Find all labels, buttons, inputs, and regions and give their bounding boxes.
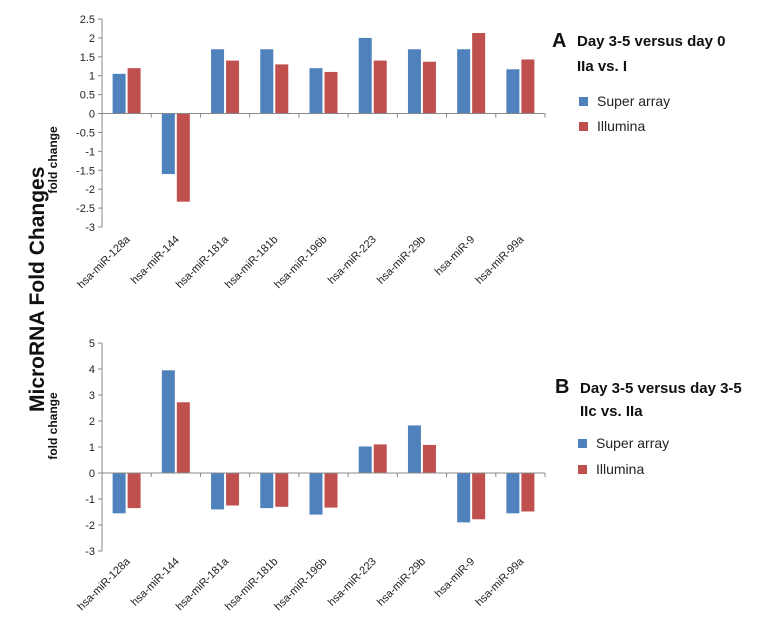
panel-a-bars xyxy=(112,32,535,202)
panel-a-y-tick-label: 2 xyxy=(89,33,95,45)
panel-a-y-tick-label: 2.5 xyxy=(80,14,95,26)
panel-a-bar-illumina-hsa-mir-196b xyxy=(324,71,338,114)
panel-b-y-tick-label: 0 xyxy=(89,468,95,480)
panel-b-legend-label-illumina: Illumina xyxy=(596,461,644,477)
panel-b-title-line2: IIc vs. IIa xyxy=(580,403,643,420)
panel-a-x-category-label: hsa-miR-128a xyxy=(75,233,133,291)
panel-b-x-category-label: hsa-miR-196b xyxy=(272,556,329,613)
panel-b-legend: Super array Illumina xyxy=(578,435,669,477)
panel-a-y-tick-label: -1.5 xyxy=(76,165,95,177)
panel-a-bar-super-array-hsa-mir-223 xyxy=(358,37,372,114)
panel-b-y-tick-label: 1 xyxy=(89,442,95,454)
panel-b-bar-super-array-hsa-mir-99a xyxy=(506,473,520,514)
panel-a-y-tick-label: 1.5 xyxy=(80,52,95,64)
panel-b-y-tick-label: 5 xyxy=(89,338,95,350)
panel-b-bar-illumina-hsa-mir-196b xyxy=(324,473,338,508)
panel-b-title-line1: Day 3-5 versus day 3-5 xyxy=(580,380,742,397)
panel-a-y-tick-label: -1 xyxy=(85,146,95,158)
panel-b-letter: B xyxy=(555,376,569,398)
panel-b-y-axis: 5 4 3 2 1 0 -1 -2 -3 xyxy=(85,338,103,558)
panel-a-x-category-label: hsa-miR-9 xyxy=(433,234,477,278)
panel-a-x-category-label: hsa-miR-223 xyxy=(326,234,379,287)
panel-a-y-tick-label: 1 xyxy=(89,71,95,83)
panel-b-bar-illumina-hsa-mir-181a xyxy=(226,473,240,506)
panel-a-bar-illumina-hsa-mir-223 xyxy=(373,60,387,114)
panel-a-bar-illumina-hsa-mir-9 xyxy=(472,32,486,114)
panel-b-y-tick-label: -2 xyxy=(85,520,95,532)
panel-b-x-category-label: hsa-miR-128a xyxy=(75,555,133,613)
panel-b-bar-super-array-hsa-mir-144 xyxy=(161,370,175,473)
panel-b-bars xyxy=(112,370,535,523)
panel-a-legend: Super array Illumina xyxy=(579,93,670,134)
panel-a-title-line2: IIa vs. I xyxy=(577,58,627,75)
panel-b-bar-super-array-hsa-mir-181a xyxy=(211,473,225,510)
panel-a-bar-super-array-hsa-mir-9 xyxy=(457,49,471,114)
panel-b-x-category-label: hsa-miR-144 xyxy=(129,556,182,609)
panel-b-x-category-label: hsa-miR-29b xyxy=(375,556,428,609)
panel-b-y-tick-label: 3 xyxy=(89,390,95,402)
panel-b-bar-illumina-hsa-mir-181b xyxy=(275,473,289,507)
panel-a-legend-label-super-array: Super array xyxy=(597,93,670,109)
figure-side-title: MicroRNA Fold Changes xyxy=(26,167,49,412)
panel-a-bar-illumina-hsa-mir-181b xyxy=(275,64,289,114)
panel-a-bar-illumina-hsa-mir-181a xyxy=(226,60,240,114)
panel-b-legend-label-super-array: Super array xyxy=(596,435,669,451)
panel-a-y-tick-label: -0.5 xyxy=(76,127,95,139)
panel-a-bar-illumina-hsa-mir-99a xyxy=(521,59,535,114)
panel-a-x-category-label: hsa-miR-29b xyxy=(375,234,428,287)
panel-b-y-tick-label: -3 xyxy=(85,546,95,558)
panel-a-chart: 2.5 2 1.5 1 0.5 0 -0.5 -1 -1.5 -2 -2.5 -3 hsa-miR-1… xyxy=(46,14,725,291)
panel-a-y-tick-label: 0.5 xyxy=(80,90,95,102)
panel-a-x-axis: hsa-miR-128ahsa-miR-144hsa-miR-181ahsa-m… xyxy=(75,113,546,291)
panel-b-bar-super-array-hsa-mir-196b xyxy=(309,473,323,515)
panel-b-bar-super-array-hsa-mir-223 xyxy=(358,446,372,473)
panel-b-bar-illumina-hsa-mir-9 xyxy=(472,473,486,520)
panel-a-bar-super-array-hsa-mir-181a xyxy=(211,49,225,114)
panel-a-y-tick-label: -3 xyxy=(85,222,95,234)
panel-b-x-category-label: hsa-miR-99a xyxy=(473,555,527,609)
panel-a-y-tick-label: 0 xyxy=(89,109,95,121)
panel-a-y-axis: 2.5 2 1.5 1 0.5 0 -0.5 -1 -1.5 -2 -2.5 -3 xyxy=(76,14,103,234)
panel-b-bar-illumina-hsa-mir-223 xyxy=(373,444,387,473)
panel-a-legend-swatch-illumina xyxy=(579,122,588,131)
panel-a-y-label: fold change xyxy=(46,126,60,194)
panel-b-bar-illumina-hsa-mir-144 xyxy=(176,402,190,473)
panel-b-bar-illumina-hsa-mir-99a xyxy=(521,473,535,512)
panel-b-x-category-label: hsa-miR-223 xyxy=(326,556,379,609)
panel-a-bar-super-array-hsa-mir-29b xyxy=(407,49,421,114)
panel-a-letter: A xyxy=(552,30,566,52)
panel-b-y-tick-label: 2 xyxy=(89,416,95,428)
panel-a-x-category-label: hsa-miR-196b xyxy=(272,234,329,291)
panel-b-x-category-label: hsa-miR-9 xyxy=(433,556,477,600)
panel-a-bar-super-array-hsa-mir-196b xyxy=(309,68,323,114)
panel-a-bar-illumina-hsa-mir-144 xyxy=(176,113,190,202)
panel-a-y-tick-label: -2 xyxy=(85,184,95,196)
panel-b-legend-swatch-super-array xyxy=(578,439,587,448)
panel-a-title-line1: Day 3-5 versus day 0 xyxy=(577,33,725,50)
panel-a-bar-super-array-hsa-mir-128a xyxy=(112,73,126,114)
panel-b-y-tick-label: -1 xyxy=(85,494,95,506)
panel-b-y-tick-label: 4 xyxy=(89,364,95,376)
panel-a-legend-label-illumina: Illumina xyxy=(597,118,645,134)
panel-a-bar-super-array-hsa-mir-99a xyxy=(506,69,520,114)
panel-b-bar-illumina-hsa-mir-128a xyxy=(127,473,141,509)
panel-a-x-category-label: hsa-miR-99a xyxy=(473,233,527,287)
panel-b-bar-super-array-hsa-mir-9 xyxy=(457,473,471,523)
panel-b-bar-super-array-hsa-mir-128a xyxy=(112,473,126,514)
panel-a-legend-swatch-super-array xyxy=(579,97,588,106)
panel-a-bar-illumina-hsa-mir-29b xyxy=(422,61,436,114)
panel-b-legend-swatch-illumina xyxy=(578,465,587,474)
panel-b-y-label: fold change xyxy=(46,392,60,460)
panel-a-x-category-label: hsa-miR-144 xyxy=(129,234,182,287)
panel-b-bar-illumina-hsa-mir-29b xyxy=(422,444,436,473)
panel-b-bar-super-array-hsa-mir-29b xyxy=(407,425,421,473)
panel-b-bar-super-array-hsa-mir-181b xyxy=(260,473,274,509)
panel-a-y-tick-label: -2.5 xyxy=(76,203,95,215)
panel-a-bar-super-array-hsa-mir-144 xyxy=(161,113,175,175)
panel-a-bar-illumina-hsa-mir-128a xyxy=(127,68,141,114)
panel-a-bar-super-array-hsa-mir-181b xyxy=(260,49,274,114)
